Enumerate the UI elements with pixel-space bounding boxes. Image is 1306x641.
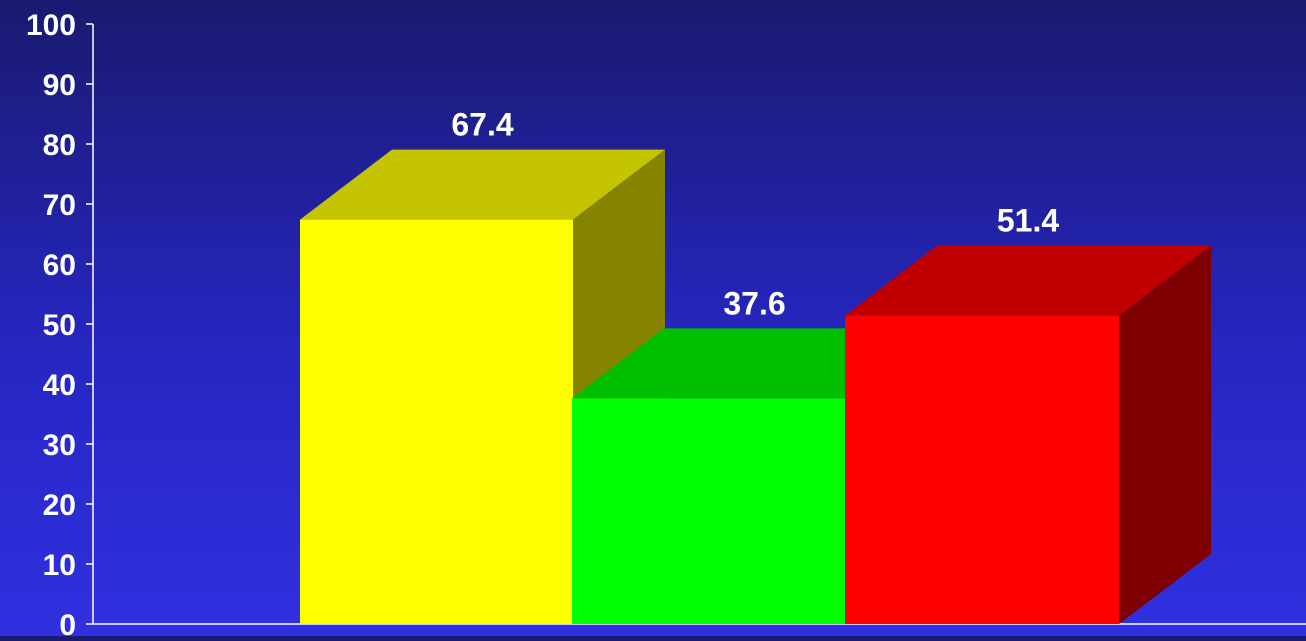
data-label: 67.4 bbox=[451, 107, 513, 143]
data-label: 51.4 bbox=[997, 203, 1059, 239]
bar-3 bbox=[845, 245, 1211, 624]
bar-front-face bbox=[845, 315, 1119, 624]
y-tick-label: 80 bbox=[43, 129, 76, 162]
y-tick-label: 90 bbox=[43, 69, 76, 102]
bar-top-face bbox=[300, 149, 665, 220]
y-tick-label: 70 bbox=[43, 189, 76, 222]
y-tick-label: 60 bbox=[43, 249, 76, 282]
y-tick-label: 50 bbox=[43, 309, 76, 342]
bar-front-face bbox=[572, 398, 845, 624]
data-labels: 67.4 37.6 51.4 bbox=[451, 107, 1059, 322]
y-tick-label: 40 bbox=[43, 369, 76, 402]
bar-front-face bbox=[300, 219, 573, 624]
y-tick-label: 0 bbox=[59, 609, 76, 636]
y-tick-label: 10 bbox=[43, 549, 76, 582]
y-tick-label: 100 bbox=[26, 9, 76, 42]
bar-side-face bbox=[1119, 245, 1211, 624]
y-axis: 0 10 20 30 40 50 60 70 80 90 100 bbox=[26, 9, 1306, 641]
y-tick-label: 30 bbox=[43, 429, 76, 462]
y-tick-label: 20 bbox=[43, 489, 76, 522]
data-label: 37.6 bbox=[723, 285, 785, 321]
bar-top-face bbox=[845, 245, 1211, 316]
bars bbox=[300, 149, 1211, 624]
